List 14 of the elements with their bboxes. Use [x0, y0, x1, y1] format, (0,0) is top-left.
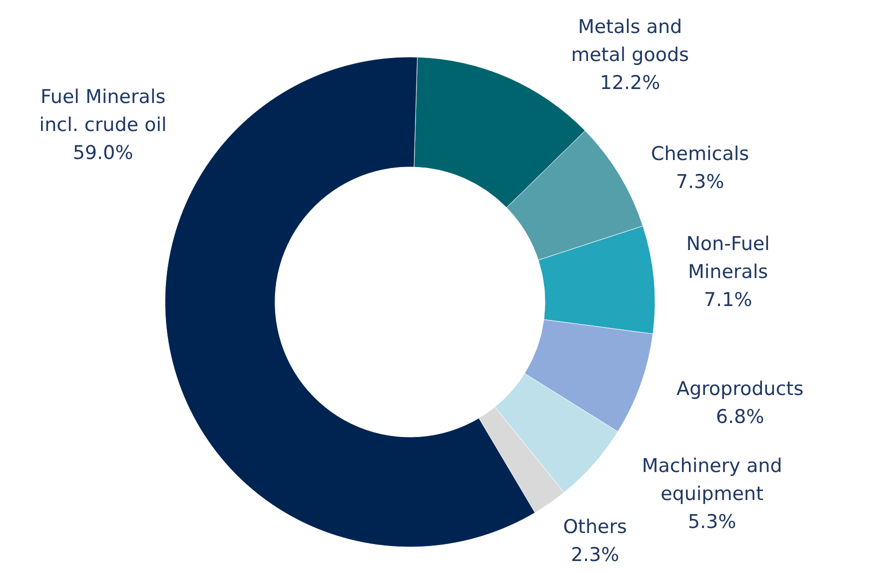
data-label: 2.3%: [570, 544, 620, 566]
slice-label: Fuel Minerals incl. crude oil: [39, 86, 167, 136]
slice-label: Non-Fuel Minerals: [686, 233, 770, 283]
data-label: 7.3%: [676, 171, 724, 193]
data-label: 12.2%: [600, 72, 660, 94]
slice-label: Chemicals: [650, 143, 750, 165]
slice-label: Metals and metal goods: [571, 16, 689, 66]
slice-label: Machinery and equipment: [642, 455, 782, 505]
slice-label: Others: [563, 516, 627, 538]
data-label: 6.8%: [716, 406, 764, 428]
data-label: 59.0%: [72, 142, 134, 164]
data-label: 5.3%: [688, 511, 736, 533]
data-label: 7.1%: [704, 289, 752, 311]
slice-label: Agroproducts: [676, 378, 804, 400]
